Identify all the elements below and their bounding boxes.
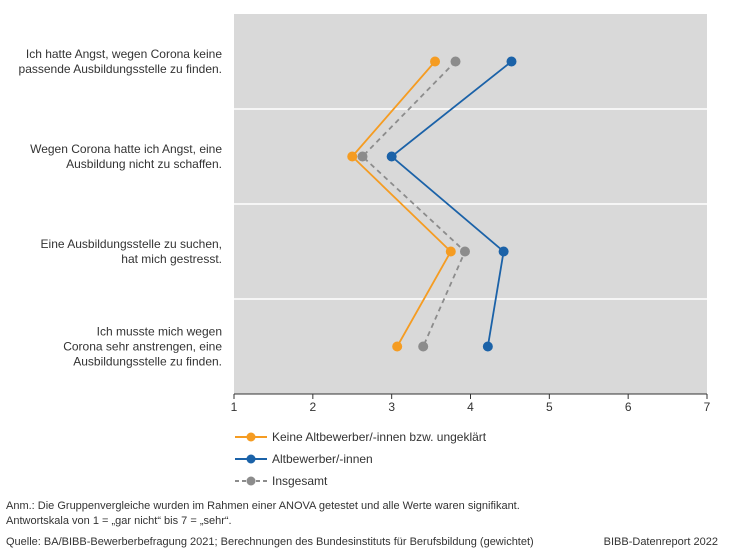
series-2-point — [418, 341, 429, 352]
legend-label-keine-altbewerber: Keine Altbewerber/-innen bzw. ungeklärt — [272, 430, 487, 444]
series-2-line — [361, 60, 467, 347]
plot-area — [234, 14, 707, 394]
legend-label-insgesamt: Insgesamt — [272, 474, 328, 488]
legend-item-insgesamt: Insgesamt — [234, 470, 486, 492]
x-tick-label: 5 — [546, 400, 553, 414]
category-label: Ich musste mich wegen Corona sehr anstren… — [63, 325, 222, 369]
chart: Ich hatte Angst, wegen Corona keine passe… — [19, 14, 711, 414]
x-tick-label: 6 — [625, 400, 632, 414]
series-layer — [347, 56, 517, 352]
legend: Keine Altbewerber/-innen bzw. ungeklärt … — [234, 426, 486, 492]
x-tick-label: 1 — [231, 400, 238, 414]
category-label: Wegen Corona hatte ich Angst, eine Ausbil… — [30, 142, 222, 171]
x-tick-label: 7 — [704, 400, 711, 414]
footnote-anova: Anm.: Die Gruppenvergleiche wurden im Ra… — [6, 500, 520, 512]
legend-marker-insgesamt — [235, 476, 267, 486]
x-tick-label: 4 — [467, 400, 474, 414]
legend-marker-keine-altbewerber — [235, 432, 267, 442]
series-0-point — [445, 246, 456, 257]
x-tick-label: 2 — [309, 400, 316, 414]
series-0-line — [351, 60, 452, 347]
x-tick-label: 3 — [388, 400, 395, 414]
category-labels: Ich hatte Angst, wegen Corona keine passe… — [19, 47, 223, 369]
legend-item-keine-altbewerber: Keine Altbewerber/-innen bzw. ungeklärt — [234, 426, 486, 448]
series-1-point — [498, 246, 509, 257]
legend-item-altbewerber: Altbewerber/-innen — [234, 448, 486, 470]
publisher-label: BIBB-Datenreport 2022 — [603, 536, 718, 548]
legend-label-altbewerber: Altbewerber/-innen — [272, 452, 373, 466]
series-0-point — [430, 56, 441, 67]
series-2-point — [459, 246, 470, 257]
series-0-point — [392, 341, 403, 352]
series-2-point — [357, 151, 368, 162]
series-1-point — [386, 151, 397, 162]
series-1-point — [506, 56, 517, 67]
series-0-point — [347, 151, 358, 162]
series-2-point — [450, 56, 461, 67]
source-note: Quelle: BA/BIBB-Bewerberbefragung 2021; … — [6, 536, 534, 548]
category-label: Eine Ausbildungsstelle zu suchen, hat mic… — [41, 237, 222, 266]
footnote-scale: Antwortskala von 1 = „gar nicht“ bis 7 =… — [6, 515, 232, 527]
series-1-point — [482, 341, 493, 352]
legend-marker-altbewerber — [235, 454, 267, 464]
category-label: Ich hatte Angst, wegen Corona keine passe… — [19, 47, 223, 76]
x-axis: 1 2 3 4 5 6 7 — [231, 393, 711, 414]
series-1-line — [390, 60, 513, 347]
